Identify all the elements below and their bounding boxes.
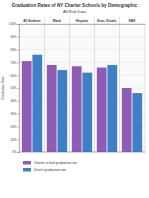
legend-swatch xyxy=(23,168,31,172)
legend-item: District graduation rate xyxy=(23,168,66,172)
bar xyxy=(97,68,107,152)
bar xyxy=(132,93,142,152)
y-tick-mark xyxy=(17,152,19,153)
y-tick-label: 50% xyxy=(10,86,16,90)
group-separator xyxy=(94,17,95,152)
bar xyxy=(32,55,42,152)
x-tick: Black xyxy=(53,19,61,23)
bars xyxy=(22,55,142,152)
y-tick: 80% xyxy=(10,48,19,52)
group-separator xyxy=(44,17,45,152)
group-separator xyxy=(69,17,70,152)
y-axis: 0% 10% 20% 30% 40% 50% 60% 70% 80% 90% 100% xyxy=(9,22,20,154)
bar-series xyxy=(32,55,142,152)
y-tick-label: 0% xyxy=(12,150,17,154)
y-tick-label: 90% xyxy=(10,35,16,39)
legend: Charter school graduation rate District g… xyxy=(23,161,77,172)
y-tick-mark xyxy=(17,139,19,140)
y-tick-mark xyxy=(17,62,19,63)
x-tick: SWD xyxy=(129,19,137,23)
baseline xyxy=(19,152,145,153)
y-tick-mark xyxy=(17,88,19,89)
y-tick: 60% xyxy=(10,74,19,78)
bar xyxy=(82,73,92,152)
y-axis-line xyxy=(17,25,20,153)
y-tick: 0% xyxy=(12,150,19,154)
y-tick-mark xyxy=(17,101,19,102)
plot: 0%10%20%30%40%50%60%70%80%90%100%All Stu… xyxy=(9,17,146,154)
bar xyxy=(22,61,32,152)
y-tick-label: 40% xyxy=(10,99,16,103)
bar xyxy=(57,70,67,152)
y-tick-label: 100% xyxy=(9,22,17,26)
group-separator xyxy=(119,17,120,152)
legend-swatch xyxy=(23,161,31,165)
bar xyxy=(122,88,132,152)
y-axis-title: Graduation Rate xyxy=(1,76,5,100)
grid-line xyxy=(19,24,145,25)
y-tick: 50% xyxy=(10,86,19,90)
x-tick: Hispanic xyxy=(76,19,89,23)
x-tick-label: Black xyxy=(53,19,61,23)
y-tick: 40% xyxy=(10,99,19,103)
y-tick: 30% xyxy=(10,112,19,116)
x-tick-label: Hispanic xyxy=(76,19,89,23)
y-tick-mark xyxy=(17,126,19,127)
y-tick-mark xyxy=(17,114,19,115)
x-tick-label: All Students xyxy=(23,19,41,23)
x-tick-label: Econ. Disadv. xyxy=(97,19,117,23)
grid-line xyxy=(19,36,145,37)
grid xyxy=(19,24,145,152)
title: Graduation Rates of NY Charter Schools b… xyxy=(12,3,138,8)
x-tick: Econ. Disadv. xyxy=(97,19,117,23)
y-tick: 90% xyxy=(10,35,19,39)
x-tick-label: SWD xyxy=(129,19,137,23)
y-tick-mark xyxy=(17,50,19,51)
y-tick-label: 20% xyxy=(10,125,16,129)
y-tick-mark xyxy=(17,24,19,25)
y-tick-label: 60% xyxy=(10,74,16,78)
y-tick: 10% xyxy=(10,138,19,142)
bar xyxy=(107,65,117,152)
y-tick: 100% xyxy=(9,22,19,26)
chart: Graduation Rates of NY Charter Schools b… xyxy=(0,0,149,198)
y-tick-label: 80% xyxy=(10,48,16,52)
legend-item: Charter school graduation rate xyxy=(23,161,77,165)
x-axis: All Students Black Hispanic Econ. Disadv. SW… xyxy=(20,19,146,25)
y-tick-label: 10% xyxy=(10,138,16,142)
subtitle: All Risk Data xyxy=(63,9,87,14)
legend-label: Charter school graduation rate xyxy=(34,161,77,165)
bar xyxy=(47,65,57,152)
x-axis-line xyxy=(20,24,146,25)
x-tick: All Students xyxy=(23,19,41,23)
y-tick-label: 30% xyxy=(10,112,16,116)
grid-line xyxy=(19,49,145,50)
y-tick-label: 70% xyxy=(10,61,16,65)
y-tick-mark xyxy=(17,75,19,76)
group-separators xyxy=(45,17,120,152)
plot-frame xyxy=(19,24,145,152)
bar xyxy=(72,66,82,152)
background xyxy=(0,0,149,198)
legend-label: District graduation rate xyxy=(34,168,66,172)
y-tick: 70% xyxy=(10,61,19,65)
y-tick: 20% xyxy=(10,125,19,129)
y-tick-mark xyxy=(17,37,19,38)
